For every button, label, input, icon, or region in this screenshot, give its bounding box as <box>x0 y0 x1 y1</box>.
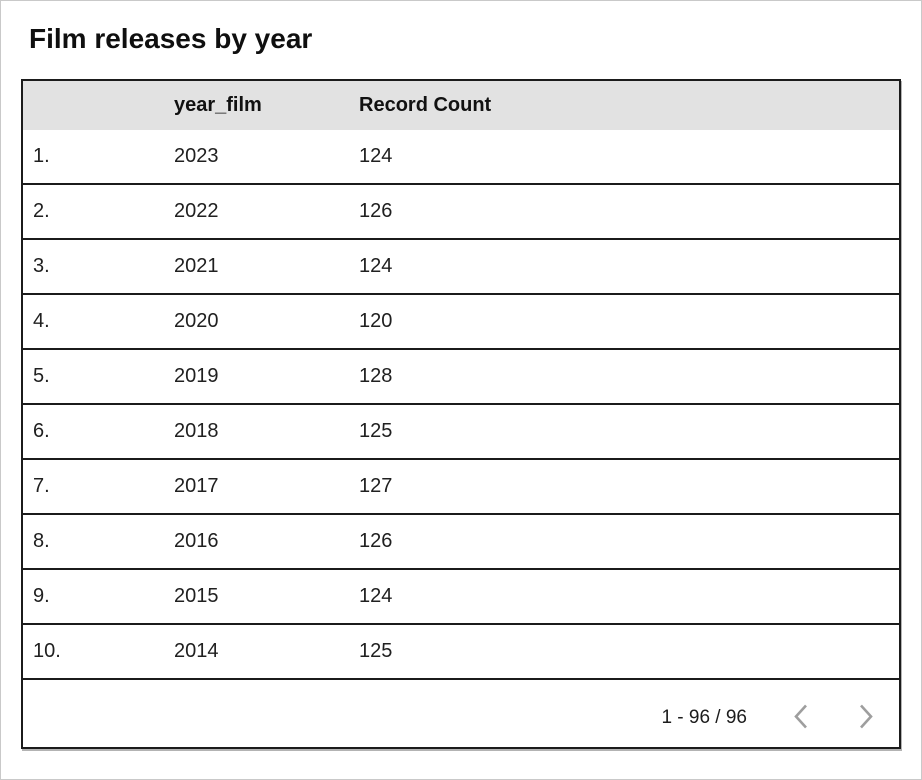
table-row: 3. 2021 124 <box>23 240 899 295</box>
prev-page-button[interactable] <box>787 704 813 732</box>
record-count-cell: 126 <box>359 530 393 552</box>
pagination-range-label: 1 - 96 / 96 <box>661 706 747 728</box>
header-cell-record-count[interactable]: Record Count <box>359 94 492 116</box>
record-count-cell: 127 <box>359 475 393 497</box>
year-film-cell: 2021 <box>174 255 219 277</box>
row-index-cell: 5. <box>33 365 50 387</box>
record-count-cell: 126 <box>359 200 393 222</box>
record-count-cell: 124 <box>359 585 393 607</box>
year-film-cell: 2020 <box>174 310 219 332</box>
table-row: 10. 2014 125 <box>23 625 899 680</box>
row-index-cell: 3. <box>33 255 50 277</box>
table-row: 8. 2016 126 <box>23 515 899 570</box>
table-row: 7. 2017 127 <box>23 460 899 515</box>
year-film-cell: 2022 <box>174 200 219 222</box>
year-film-cell: 2019 <box>174 365 219 387</box>
record-count-cell: 128 <box>359 365 393 387</box>
table-row: 1. 2023 124 <box>23 130 899 185</box>
next-page-button[interactable] <box>853 704 879 732</box>
year-film-cell: 2016 <box>174 530 219 552</box>
row-index-cell: 10. <box>33 640 61 662</box>
table-row: 5. 2019 128 <box>23 350 899 405</box>
table-header-row: year_film Record Count <box>23 81 899 130</box>
record-count-cell: 125 <box>359 420 393 442</box>
film-table-card: year_film Record Count 1. 2023 124 2. 20… <box>21 79 901 749</box>
row-index-cell: 9. <box>33 585 50 607</box>
page-title: Film releases by year <box>29 23 313 54</box>
table-footer: 1 - 96 / 96 <box>23 680 899 747</box>
record-count-cell: 124 <box>359 145 393 167</box>
row-index-cell: 6. <box>33 420 50 442</box>
year-film-cell: 2015 <box>174 585 219 607</box>
table-row: 4. 2020 120 <box>23 295 899 350</box>
year-film-cell: 2018 <box>174 420 219 442</box>
row-index-cell: 2. <box>33 200 50 222</box>
year-film-cell: 2017 <box>174 475 219 497</box>
record-count-cell: 124 <box>359 255 393 277</box>
row-index-cell: 8. <box>33 530 50 552</box>
row-index-cell: 1. <box>33 145 50 167</box>
table-row: 6. 2018 125 <box>23 405 899 460</box>
chevron-left-icon <box>792 703 809 733</box>
table-body: 1. 2023 124 2. 2022 126 3. 2021 124 4. 2… <box>23 130 899 680</box>
year-film-cell: 2014 <box>174 640 219 662</box>
row-index-cell: 7. <box>33 475 50 497</box>
row-index-cell: 4. <box>33 310 50 332</box>
table-row: 9. 2015 124 <box>23 570 899 625</box>
table-row: 2. 2022 126 <box>23 185 899 240</box>
record-count-cell: 125 <box>359 640 393 662</box>
year-film-cell: 2023 <box>174 145 219 167</box>
record-count-cell: 120 <box>359 310 393 332</box>
header-cell-year-film[interactable]: year_film <box>174 94 262 116</box>
chevron-right-icon <box>858 703 875 733</box>
